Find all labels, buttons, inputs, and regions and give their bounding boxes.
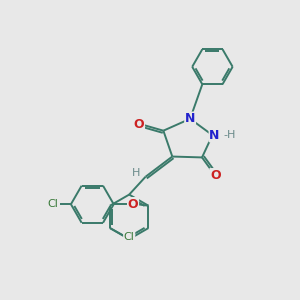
- Text: Cl: Cl: [124, 232, 135, 242]
- Text: O: O: [210, 169, 221, 182]
- Text: N: N: [209, 129, 220, 142]
- Text: O: O: [128, 198, 138, 211]
- Text: -H: -H: [224, 130, 236, 140]
- Text: N: N: [185, 112, 195, 125]
- Text: Cl: Cl: [48, 199, 58, 209]
- Text: O: O: [134, 118, 144, 131]
- Text: H: H: [132, 168, 140, 178]
